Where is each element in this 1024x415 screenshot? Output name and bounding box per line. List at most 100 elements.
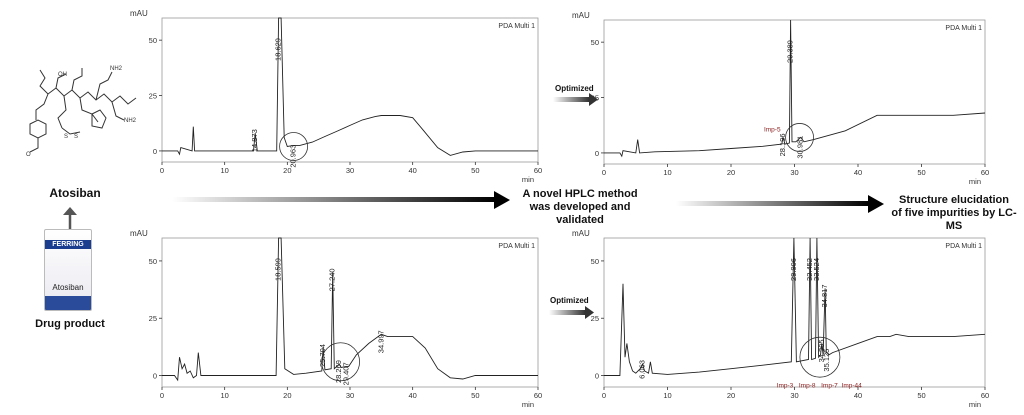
svg-text:S: S [74,134,78,140]
chromatogram-bottom-left: mAU PDA Multi 1 0 25 50 0 10 20 30 40 50 60 min 18.59… [128,224,548,409]
impurity-label: Imp-3 [777,383,794,390]
y-tick-label: 0 [595,372,599,381]
detector-label: PDA Multi 1 [945,243,982,250]
x-tick-label: 60 [534,391,542,400]
highlight-circle [785,123,814,152]
drug-product-box: FERRING Atosiban [44,229,92,311]
x-tick-label: 0 [160,166,164,175]
peak-label: 35.125 [822,349,831,372]
structure-drawing: OH NH2 NH2 O S S [0,40,150,190]
x-tick-label: 60 [981,168,989,177]
peak-label: 6.063 [638,360,647,379]
x-tick-label: 20 [283,391,291,400]
x-tick-label: 10 [220,166,228,175]
svg-text:S: S [64,134,68,140]
svg-text:OH: OH [58,72,67,78]
optimized-arrow-top [553,93,598,106]
peak-label: 33.524 [812,258,821,281]
svg-text:NH2: NH2 [124,118,137,124]
x-tick-label: 20 [727,391,735,400]
y-tick-label: 50 [149,257,157,266]
x-axis-label: min [522,400,534,409]
box-brand: FERRING [45,240,91,249]
y-tick-label: 0 [153,147,157,156]
x-tick-label: 10 [663,168,671,177]
x-tick-label: 20 [283,166,291,175]
y-tick-label: 25 [591,314,599,323]
chromatogram-trace [162,237,538,382]
x-axis-label: min [969,400,981,409]
gradient-arrow-middle [172,191,510,209]
x-tick-label: 50 [471,391,479,400]
peak-label: 28.269 [334,360,343,383]
y-tick-label: 0 [595,149,599,158]
y-unit-label: mAU [130,229,148,238]
detector-label: PDA Multi 1 [945,25,982,32]
highlight-circle [799,336,841,378]
box-drug-name: Atosiban [52,283,84,292]
chromatogram-trace [162,17,538,156]
x-axis-label: min [969,177,981,186]
y-tick-label: 0 [153,372,157,381]
chromatogram-trace [604,19,986,158]
y-tick-label: 50 [149,36,157,45]
peak-label: 18.599 [274,258,283,281]
x-tick-label: 0 [602,168,606,177]
svg-text:O: O [26,152,31,158]
y-tick-label: 50 [591,38,599,47]
gradient-arrow-right [676,195,884,213]
x-tick-label: 10 [663,391,671,400]
optimized-label-bottom: Optimized [550,296,589,305]
x-tick-label: 60 [981,391,989,400]
y-unit-label: mAU [130,9,148,18]
x-tick-label: 40 [408,391,416,400]
peak-label: 29.906 [789,258,798,281]
y-unit-label: mAU [572,11,590,20]
optimized-label-top: Optimized [555,84,594,93]
peak-label: 28.196 [778,133,787,156]
optimized-arrow-bottom [549,306,594,319]
atosiban-structure-svg: OH NH2 NH2 O S S [26,66,137,158]
highlight-circle [279,132,309,161]
x-tick-label: 30 [346,391,354,400]
x-tick-label: 10 [220,391,228,400]
detector-label: PDA Multi 1 [498,243,535,250]
peak-label: 29.389 [786,40,795,63]
peak-label: 20.963 [288,145,297,168]
peak-label: 34.817 [820,284,829,307]
plot-frame [161,17,539,163]
x-tick-label: 0 [602,391,606,400]
x-tick-label: 0 [160,391,164,400]
x-tick-label: 30 [790,168,798,177]
impurity-label: Imp-7 [821,383,838,390]
peak-label: 34.305 [817,339,826,362]
arrow-middle-text: A novel HPLC method was developed and va… [522,188,638,226]
x-tick-label: 50 [917,168,925,177]
chromatogram-top-left: mAU PDA Multi 1 0 25 50 0 10 20 30 40 50 60 min 14.87… [128,4,548,184]
x-tick-label: 30 [346,166,354,175]
peak-label: 29.407 [341,362,350,385]
y-unit-label: mAU [572,229,590,238]
chromatogram-bottom-right: mAU PDA Multi 1 0 25 50 0 10 20 30 40 50 60 min 6.063… [570,224,995,409]
impurity-label: Imp-5 [764,127,781,134]
detector-label: PDA Multi 1 [498,23,535,30]
svg-text:NH2: NH2 [110,66,123,72]
x-tick-label: 50 [471,166,479,175]
impurity-label: Imp-44 [842,383,863,390]
peak-label: 14.873 [250,129,259,152]
peak-label: 34.997 [376,330,385,353]
x-tick-label: 30 [790,391,798,400]
x-tick-label: 20 [727,168,735,177]
y-tick-label: 25 [149,314,157,323]
chromatogram-trace [604,237,986,376]
peak-label: 32.452 [805,258,814,281]
highlight-circle [321,342,361,382]
peak-label: 18.629 [274,38,283,61]
peak-label: 30.981 [796,136,805,159]
drug-name-label: Atosiban [49,186,101,200]
